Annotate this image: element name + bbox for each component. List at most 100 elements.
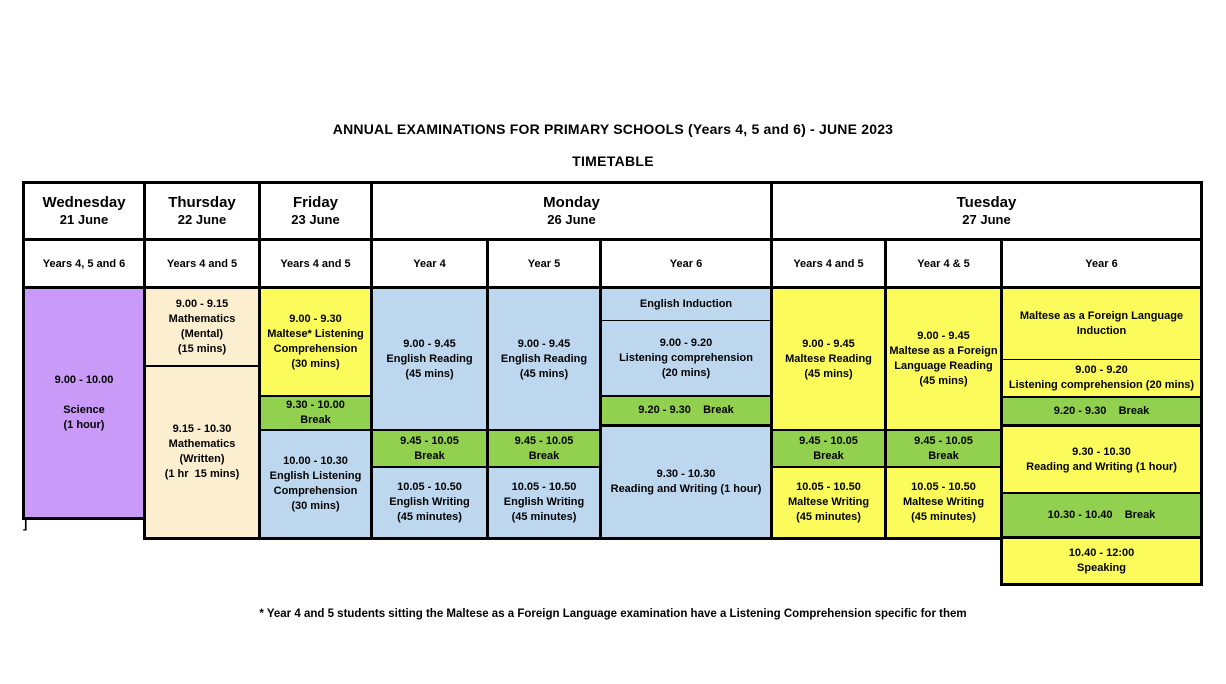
exam-cell: 9.30 - 10.30 Reading and Writing (1 hour) [602,424,770,537]
break-cell: 9.30 - 10.00 Break [261,395,370,429]
cell-line: Break [528,449,560,462]
cell-line: (45 mins) [804,367,853,380]
cell-line: (Written) [179,453,225,465]
cell-line: 9.00 - 9.45 [802,337,855,350]
stray-bracket-text: ] [23,516,28,531]
cell-line: Maltese as a Foreign Language [1019,310,1184,322]
day-header-tuesday: Tuesday 27 June [770,181,1203,241]
cell-line: 10.05 - 10.50 [796,481,861,493]
cell-line: 9.00 - 9.45 [517,337,571,350]
cell-line: 9.00 - 9.30 [289,313,342,325]
cell-line: English Writing [389,496,470,508]
exam-cell: 9.00 - 9.20 Listening comprehension (20 m… [1003,359,1200,396]
cell-line: 10.05 - 10.50 [511,481,577,493]
cell-line: Reading and Writing (1 hour) [1026,460,1177,473]
cell-line: (30 mins) [291,500,340,512]
break-cell: 10.30 - 10.40 Break [1003,492,1200,536]
cell-line: Maltese* Listening [267,328,364,340]
exam-cell: 9.15 - 10.30 Mathematics (Written) (1 hr 15… [146,365,258,537]
day-header-friday: Friday 23 June [258,181,373,241]
cell-line: 10.05 - 10.50 [911,481,976,493]
cell-line: 10.30 - 10.40 Break [1047,508,1156,521]
years-header: Year 5 [489,241,599,289]
cell-line: Reading and Writing (1 hour) [610,483,762,495]
cell-line: 9.20 - 9.30 Break [1053,404,1150,417]
timetable: Wednesday 21 June Thursday 22 June Friday 23 … [22,181,1203,586]
cell-line: 10.00 - 10.30 [283,455,348,467]
years-header: Years 4 and 5 [261,241,370,289]
cell-line: English Reading [500,352,588,365]
exam-cell: 10.05 - 10.50 English Writing (45 minutes) [489,466,599,537]
cell-line: (30 mins) [291,358,340,370]
cell-line: Mathematics [168,438,236,450]
exam-cell: 9.00 - 9.20 Listening comprehension (20 mi… [602,320,770,395]
cell-line: Science [63,404,105,416]
cell-line: Break [928,449,959,462]
exam-cell: 10.05 - 10.50 English Writing (45 minutes) [373,466,486,537]
timetable-column: Years 4 and 5 9.00 - 9.45 Maltese Reading (… [770,238,887,540]
timetable-column: Years 4 and 5 9.00 - 9.15 Mathematics (Ment… [143,238,261,540]
cell-line: 9.00 - 10.00 [54,374,114,386]
cell-line: 9.20 - 9.30 Break [638,404,734,416]
cell-line: Comprehension [273,343,358,355]
cell-line: 9.45 - 10.05 [914,434,973,447]
day-date: 23 June [291,212,340,227]
exam-cell: 9.00 - 9.45 Maltese as a Foreign Language … [887,289,1000,429]
exam-cell: 10.05 - 10.50 Maltese Writing (45 minutes) [887,466,1000,537]
cell-line: 10.40 - 12:00 [1068,547,1135,559]
cell-line: Language Reading [894,360,993,372]
exam-cell: 9.00 - 9.30 Maltese* Listening Comprehensi… [261,289,370,395]
cell-line: 9.00 - 9.20 [659,336,713,349]
break-cell: 9.20 - 9.30 Break [602,395,770,424]
day-name: Thursday [168,194,236,211]
day-date: 27 June [962,212,1011,227]
exam-cell: 9.00 - 9.15 Mathematics (Mental) (15 mins) [146,289,258,365]
cell-line: (15 mins) [177,343,227,355]
exam-cell: 9.30 - 10.30 Reading and Writing (1 hour) [1003,424,1200,492]
cell-line: English Reading [386,352,473,365]
cell-line: Maltese Writing [787,496,870,508]
cell-line: (1 hr 15 mins) [164,468,240,480]
timetable-column: Year 4 & 5 9.00 - 9.45 Maltese as a Foreig… [884,238,1003,540]
cell-line: (20 mins) [661,366,711,379]
cell-line: 9.45 - 10.05 [799,434,858,447]
cell-line: (Mental) [180,328,224,340]
years-header: Years 4 and 5 [773,241,884,289]
exam-cell: 9.00 - 9.45 English Reading (45 mins) [489,289,599,429]
cell-line: Listening comprehension [619,351,753,364]
day-date: 26 June [547,212,596,227]
cell-line: (1 hour) [63,419,105,431]
day-name: Tuesday [956,194,1017,211]
years-header: Years 4, 5 and 6 [25,241,143,289]
day-date: 22 June [177,212,227,227]
cell-line: Induction [1076,325,1127,337]
cell-line: (45 mins) [919,375,968,387]
cell-line: 9.30 - 10.00 [286,399,345,411]
day-header-thursday: Thursday 22 June [143,181,261,241]
exam-cell: 10.05 - 10.50 Maltese Writing (45 minutes) [773,466,884,537]
timetable-body: Years 4, 5 and 6 9.00 - 10.00 Science (1 h… [22,238,1203,586]
cell-line: English Listening [269,470,362,482]
page-subtitle: TIMETABLE [572,153,654,169]
break-cell: 9.20 - 9.30 Break [1003,396,1200,424]
footnote: * Year 4 and 5 students sitting the Malt… [259,608,967,620]
cell-line: Speaking [1077,562,1126,574]
day-header-row: Wednesday 21 June Thursday 22 June Friday 23 … [22,181,1203,241]
exam-cell: 10.40 - 12:00 Speaking [1003,536,1200,583]
exam-cell: 9.00 - 10.00 Science (1 hour) [25,289,143,517]
timetable-column: Year 5 9.00 - 9.45 English Reading (45 mins… [486,238,602,540]
cell-line: 9.45 - 10.05 [400,434,459,447]
cell-line: 9.30 - 10.30 [1072,445,1131,458]
cell-line: Listening comprehension (20 mins) [1008,379,1195,391]
page-title: ANNUAL EXAMINATIONS FOR PRIMARY SCHOOLS … [332,121,894,137]
cell-line: (45 minutes) [911,511,976,523]
years-header: Year 4 & 5 [887,241,1000,289]
years-header: Year 6 [602,241,770,289]
cell-line: English Induction [639,298,733,310]
cell-line: (45 minutes) [397,511,462,523]
cell-line [82,388,85,403]
exam-cell: 10.00 - 10.30 English Listening Comprehens… [261,429,370,537]
exam-cell: 9.00 - 9.45 Maltese Reading (45 mins) [773,289,884,429]
break-cell: 9.45 - 10.05 Break [489,429,599,466]
